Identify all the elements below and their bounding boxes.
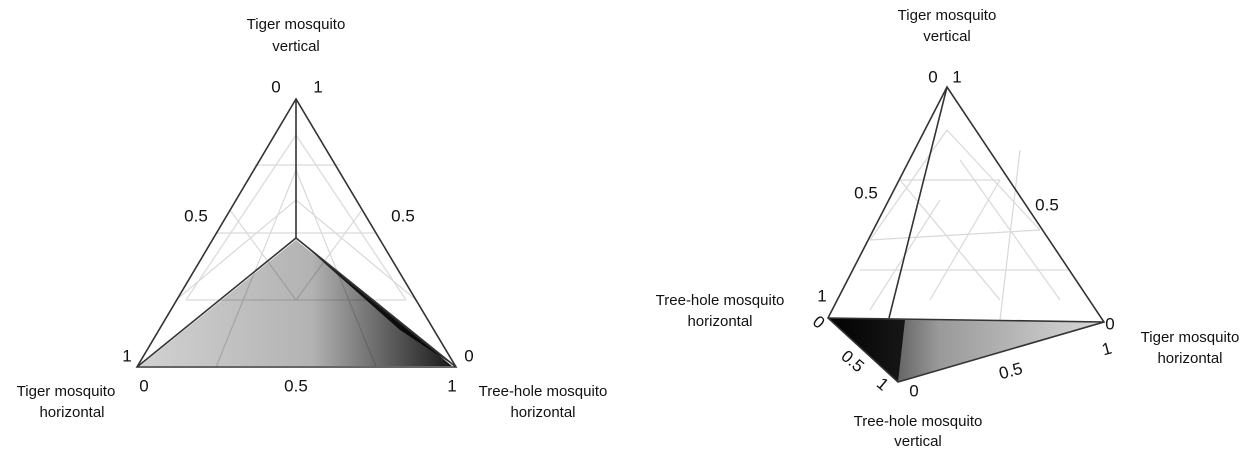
tick-label: 0 [139,376,148,395]
tick-label: 1 [873,374,892,395]
edge [295,237,457,368]
axis-label: Tiger mosquito [17,383,116,400]
axis-label: Tree-hole mosquito [479,383,608,400]
tick-label: 1 [122,346,131,365]
tick-label: 0.5 [391,206,415,225]
triangle [135,97,458,368]
tick-label: 0 [464,346,473,365]
point-cloud-dense [828,318,905,382]
tick-label: 0 [809,312,828,333]
edge [827,317,1105,323]
tick-label: 0 [271,77,280,96]
tick-label: 0.5 [1035,195,1059,214]
axis-label: horizontal [39,404,104,421]
tick-label: 0.5 [997,359,1025,383]
tick-label: 1 [817,286,826,305]
axis-label: vertical [923,28,971,45]
tick-label: 0.5 [284,376,308,395]
axis-label: horizontal [687,313,752,330]
tick-label: 0 [1105,314,1114,333]
axis-label: Tiger mosquito [1141,329,1240,346]
axis-label: horizontal [1157,350,1222,367]
axis-label: Tiger mosquito [247,16,346,33]
tick-label: 1 [313,77,322,96]
edge [136,237,297,368]
edge [888,86,948,319]
tick-label: 1 [1100,339,1114,360]
tick-label: 0 [928,67,937,86]
axis-label: vertical [894,433,942,449]
axis-label: Tiger mosquito [898,7,997,24]
tick-label: 1 [952,67,961,86]
axis-label: vertical [272,38,320,55]
tick-label: 0 [909,381,918,400]
tick-label: 1 [447,376,456,395]
axis-label: Tree-hole mosquito [656,292,785,309]
tetrahedron [827,85,1106,383]
axis-label: horizontal [510,404,575,421]
point-cloud [140,240,452,366]
tick-label: 0.5 [854,183,878,202]
axis-label: Tree-hole mosquito [854,413,983,430]
tick-label: 0.5 [184,206,208,225]
